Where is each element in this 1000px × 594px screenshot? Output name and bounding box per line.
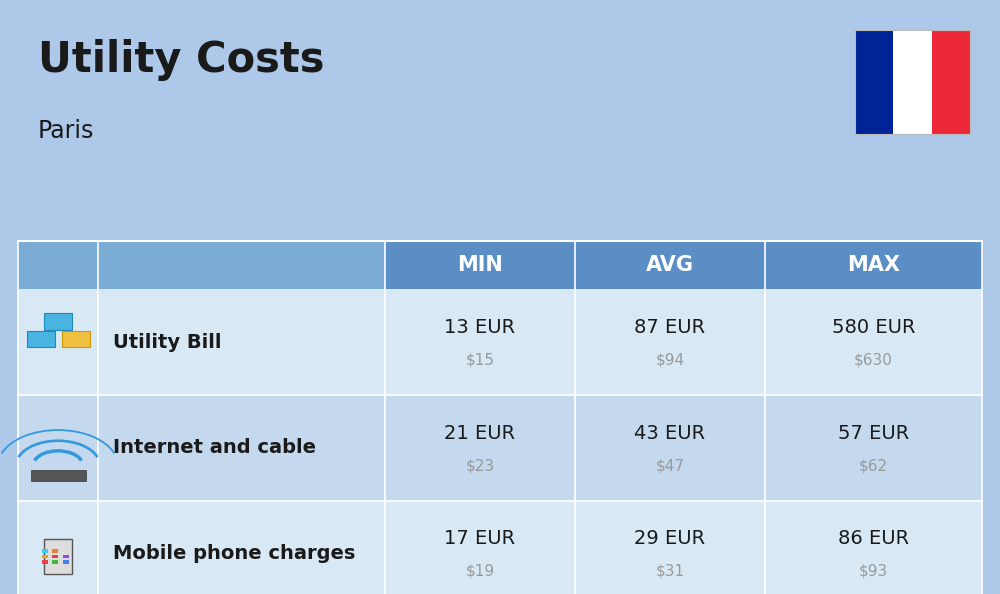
Text: MIN: MIN: [457, 255, 503, 275]
Text: 87 EUR: 87 EUR: [634, 318, 706, 337]
Bar: [31, 470, 86, 481]
Text: $23: $23: [465, 458, 495, 473]
Bar: [44, 313, 72, 330]
Text: $47: $47: [655, 458, 684, 473]
Bar: [27, 330, 55, 347]
Bar: [42, 549, 48, 552]
Bar: [42, 561, 48, 564]
Text: Utility Bill: Utility Bill: [113, 333, 222, 352]
Text: $630: $630: [854, 352, 893, 368]
Bar: [18, 289, 982, 395]
Bar: [42, 555, 48, 558]
Bar: [52, 549, 58, 552]
Text: $93: $93: [859, 564, 888, 579]
Text: Utility Costs: Utility Costs: [38, 39, 324, 81]
Text: 17 EUR: 17 EUR: [444, 529, 516, 548]
Text: Mobile phone charges: Mobile phone charges: [113, 544, 355, 563]
Text: AVG: AVG: [646, 255, 694, 275]
Text: 580 EUR: 580 EUR: [832, 318, 915, 337]
Bar: [62, 330, 90, 347]
Text: 43 EUR: 43 EUR: [634, 424, 706, 443]
Bar: [893, 30, 932, 134]
Text: 21 EUR: 21 EUR: [444, 424, 516, 443]
Bar: [52, 555, 58, 558]
Text: 57 EUR: 57 EUR: [838, 424, 909, 443]
Text: 13 EUR: 13 EUR: [444, 318, 516, 337]
Bar: [385, 241, 982, 289]
Text: MAX: MAX: [847, 255, 900, 275]
Text: 29 EUR: 29 EUR: [634, 529, 706, 548]
Bar: [855, 30, 893, 134]
Text: $31: $31: [655, 564, 685, 579]
Text: $15: $15: [466, 352, 494, 368]
Text: $62: $62: [859, 458, 888, 473]
Bar: [932, 30, 970, 134]
Bar: [52, 561, 58, 564]
Text: Paris: Paris: [38, 119, 94, 143]
Bar: [63, 555, 69, 558]
Bar: [18, 501, 982, 594]
Bar: [18, 241, 385, 289]
Bar: [18, 395, 982, 501]
Text: $19: $19: [465, 564, 495, 579]
Bar: [63, 561, 69, 564]
Bar: [44, 539, 72, 574]
Text: 86 EUR: 86 EUR: [838, 529, 909, 548]
Text: $94: $94: [655, 352, 685, 368]
Bar: [855, 30, 970, 134]
Text: Internet and cable: Internet and cable: [113, 438, 316, 457]
